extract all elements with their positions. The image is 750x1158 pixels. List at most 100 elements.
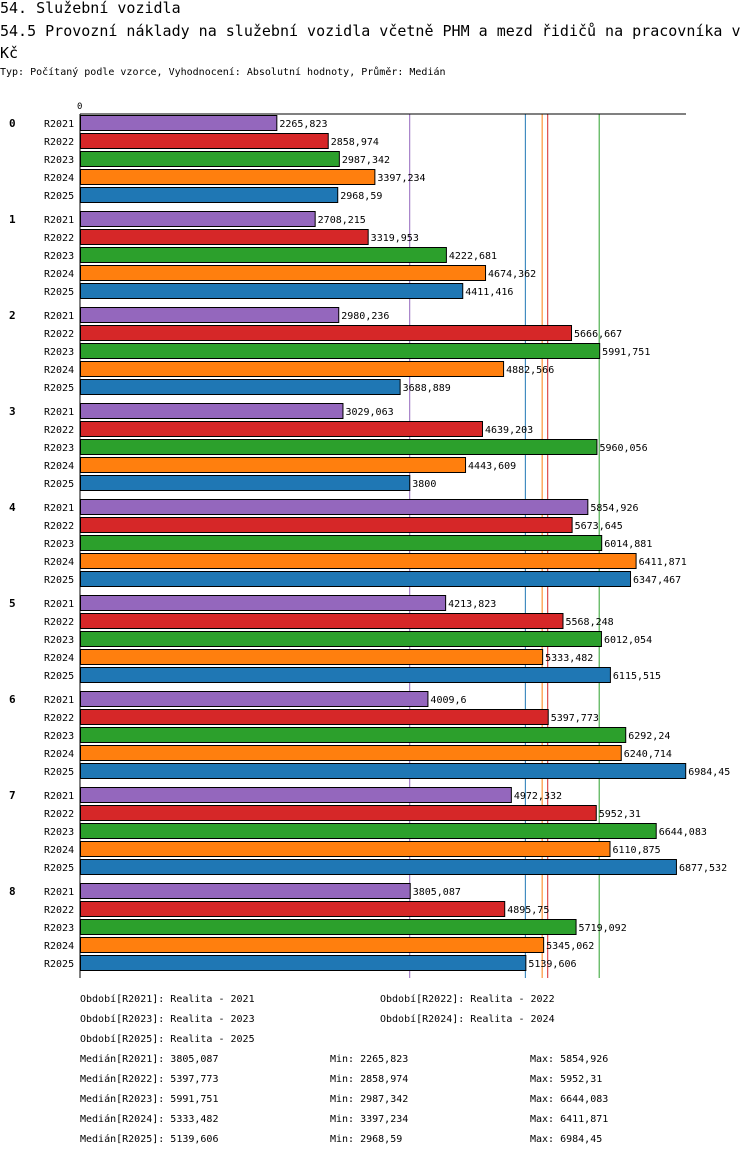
legend-period-r2024: Období[R2024]: Realita - 2024 <box>380 1014 555 1025</box>
legend-period-r2021: Období[R2021]: Realita - 2021 <box>80 994 255 1005</box>
bar-value-label: 6877,532 <box>679 863 727 874</box>
bar-r2025-4 <box>80 571 632 587</box>
bar-r2023-1 <box>80 247 447 263</box>
bar-r2025-2 <box>80 379 401 395</box>
bar-r2023-8 <box>80 919 577 935</box>
series-label: R2021 <box>44 119 74 130</box>
bar-r2024-5 <box>80 649 544 665</box>
stat-max-r2024: Max: 6411,871 <box>530 1114 609 1125</box>
stat-min-r2024: Min: 3397,234 <box>330 1114 409 1125</box>
bar-r2021-1 <box>80 211 316 227</box>
bar-value-label: 6012,054 <box>604 635 652 646</box>
bar-value-label: 4895,75 <box>507 905 549 916</box>
bar-value-label: 3319,953 <box>371 233 419 244</box>
bar-value-label: 5952,31 <box>599 809 641 820</box>
bar-value-label: 4009,6 <box>430 695 466 706</box>
bar-r2022-3 <box>80 421 483 437</box>
series-label: R2024 <box>44 173 74 184</box>
bar-r2025-6 <box>80 763 687 779</box>
series-label: R2025 <box>44 671 74 682</box>
bar-value-label: 2987,342 <box>342 155 390 166</box>
stat-median-r2023: Medián[R2023]: 5991,751 <box>80 1094 219 1105</box>
series-label: R2022 <box>44 617 74 628</box>
bar-value-label: 5673,645 <box>575 521 623 532</box>
series-label: R2025 <box>44 191 74 202</box>
stat-max-r2021: Max: 5854,926 <box>530 1054 609 1065</box>
bar-r2021-8 <box>80 883 411 899</box>
bar-value-label: 3800 <box>412 479 436 490</box>
bar-r2021-2 <box>80 307 340 323</box>
bar-value-label: 5666,667 <box>574 329 622 340</box>
series-label: R2023 <box>44 827 74 838</box>
axis-zero-label: 0 <box>77 102 82 112</box>
bar-value-label: 6644,083 <box>659 827 707 838</box>
bar-r2021-3 <box>80 403 344 419</box>
series-label: R2025 <box>44 575 74 586</box>
series-label: R2023 <box>44 347 74 358</box>
bar-r2021-6 <box>80 691 429 707</box>
bar-r2023-3 <box>80 439 598 455</box>
bar-r2025-8 <box>80 955 527 971</box>
series-label: R2023 <box>44 539 74 550</box>
series-label: R2023 <box>44 731 74 742</box>
bar-value-label: 6411,871 <box>639 557 687 568</box>
bar-value-label: 3397,234 <box>377 173 425 184</box>
bar-r2024-8 <box>80 937 545 953</box>
bar-r2023-5 <box>80 631 602 647</box>
bar-value-label: 6984,45 <box>688 767 730 778</box>
bar-r2022-4 <box>80 517 573 533</box>
series-label: R2021 <box>44 311 74 322</box>
series-label: R2025 <box>44 383 74 394</box>
bar-r2025-1 <box>80 283 464 299</box>
bar-r2024-1 <box>80 265 487 281</box>
bar-value-label: 5991,751 <box>602 347 650 358</box>
series-label: R2022 <box>44 137 74 148</box>
bar-r2022-7 <box>80 805 597 821</box>
series-label: R2021 <box>44 791 74 802</box>
bar-r2024-2 <box>80 361 505 377</box>
stat-max-r2022: Max: 5952,31 <box>530 1074 603 1085</box>
bar-r2022-1 <box>80 229 369 245</box>
bar-value-label: 3805,087 <box>413 887 461 898</box>
bar-r2025-3 <box>80 475 411 491</box>
stat-median-r2021: Medián[R2021]: 3805,087 <box>80 1054 219 1065</box>
category-label-0: 0 <box>9 117 16 130</box>
series-label: R2024 <box>44 461 74 472</box>
bar-value-label: 4972,332 <box>514 791 562 802</box>
chart-title: 54.5 Provozní náklady na služební vozidl… <box>0 22 741 62</box>
category-label-7: 7 <box>9 789 16 802</box>
stat-median-r2025: Medián[R2025]: 5139,606 <box>80 1134 219 1145</box>
series-label: R2024 <box>44 941 74 952</box>
series-label: R2023 <box>44 155 74 166</box>
series-label: R2022 <box>44 809 74 820</box>
bar-value-label: 4882,566 <box>506 365 554 376</box>
bar-value-label: 5333,482 <box>545 653 593 664</box>
series-label: R2024 <box>44 845 74 856</box>
page-title: 54. Služební vozidla <box>0 0 181 17</box>
chart-type-line: Typ: Počítaný podle vzorce, Vyhodnocení:… <box>0 67 446 78</box>
series-label: R2025 <box>44 959 74 970</box>
bar-r2022-2 <box>80 325 573 341</box>
legend-period-r2025: Období[R2025]: Realita - 2025 <box>80 1034 255 1045</box>
stat-max-r2023: Max: 6644,083 <box>530 1094 609 1105</box>
series-label: R2021 <box>44 503 74 514</box>
bar-r2021-4 <box>80 499 589 515</box>
series-label: R2025 <box>44 479 74 490</box>
series-label: R2025 <box>44 863 74 874</box>
bar-value-label: 4411,416 <box>465 287 513 298</box>
bar-r2024-4 <box>80 553 637 569</box>
bar-r2024-7 <box>80 841 611 857</box>
bar-value-label: 5568,248 <box>565 617 613 628</box>
stat-max-r2025: Max: 6984,45 <box>530 1134 603 1145</box>
series-label: R2022 <box>44 233 74 244</box>
bar-r2022-5 <box>80 613 564 629</box>
bar-r2023-6 <box>80 727 627 743</box>
series-label: R2021 <box>44 407 74 418</box>
category-label-6: 6 <box>9 693 16 706</box>
bar-r2021-7 <box>80 787 512 803</box>
series-label: R2024 <box>44 557 74 568</box>
bar-value-label: 5960,056 <box>599 443 647 454</box>
stat-min-r2025: Min: 2968,59 <box>330 1134 403 1145</box>
series-label: R2022 <box>44 713 74 724</box>
series-label: R2025 <box>44 767 74 778</box>
